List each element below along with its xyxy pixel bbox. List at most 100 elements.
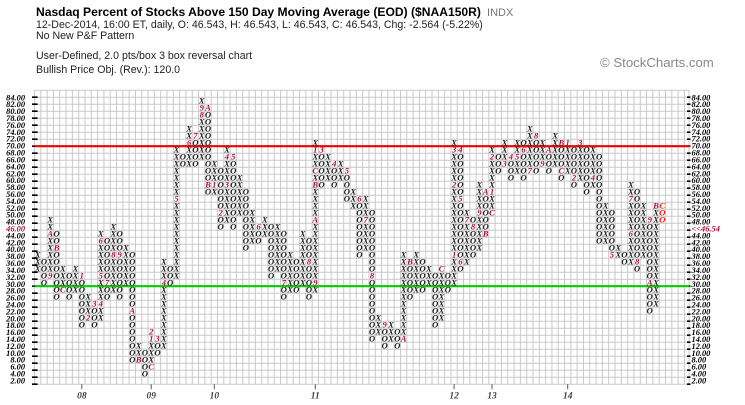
svg-text:O: O xyxy=(407,263,413,273)
svg-text:X: X xyxy=(110,228,117,238)
svg-text:X: X xyxy=(236,200,243,210)
svg-text:62.00: 62.00 xyxy=(6,169,26,178)
svg-text:C: C xyxy=(60,284,66,294)
svg-text:X: X xyxy=(652,214,659,224)
svg-text:X: X xyxy=(34,256,41,266)
svg-text:09: 09 xyxy=(146,392,156,402)
svg-text:14.00: 14.00 xyxy=(692,335,712,344)
svg-text:O: O xyxy=(382,333,388,343)
svg-text:O: O xyxy=(634,186,640,196)
svg-text:O: O xyxy=(432,305,438,315)
svg-text:X: X xyxy=(274,221,281,231)
svg-text:X: X xyxy=(173,165,180,175)
svg-text:X: X xyxy=(400,319,407,329)
svg-text:82.00: 82.00 xyxy=(6,100,26,109)
svg-text:O: O xyxy=(54,263,60,273)
svg-text:O: O xyxy=(243,242,249,252)
svg-text:B: B xyxy=(558,137,565,147)
svg-text:3: 3 xyxy=(224,179,230,189)
svg-text:X: X xyxy=(450,228,457,238)
svg-text:O: O xyxy=(571,151,577,161)
svg-text:O: O xyxy=(218,193,224,203)
svg-text:X: X xyxy=(97,256,104,266)
svg-text:X: X xyxy=(274,228,281,238)
svg-text:X: X xyxy=(576,144,583,154)
svg-text:X: X xyxy=(450,193,457,203)
svg-text:O: O xyxy=(117,242,123,252)
svg-text:O: O xyxy=(356,249,362,259)
svg-text:O: O xyxy=(205,109,211,119)
svg-text:7: 7 xyxy=(282,277,287,287)
svg-text:O: O xyxy=(457,263,463,273)
svg-text:O: O xyxy=(457,172,463,182)
svg-text:14: 14 xyxy=(563,392,573,402)
svg-text:O: O xyxy=(230,165,236,175)
svg-text:1: 1 xyxy=(212,179,216,189)
svg-text:B: B xyxy=(135,354,142,364)
svg-text:X: X xyxy=(614,249,621,259)
svg-text:O: O xyxy=(457,214,463,224)
svg-text:O: O xyxy=(66,284,72,294)
svg-text:X: X xyxy=(488,165,495,175)
svg-text:X: X xyxy=(400,298,407,308)
svg-text:O: O xyxy=(533,137,539,147)
svg-text:X: X xyxy=(210,158,217,168)
svg-text:O: O xyxy=(117,263,123,273)
svg-text:O: O xyxy=(41,263,47,273)
svg-text:O: O xyxy=(66,270,72,280)
svg-text:O: O xyxy=(356,235,362,245)
svg-text:O: O xyxy=(79,284,85,294)
svg-text:O: O xyxy=(104,270,110,280)
svg-text:2: 2 xyxy=(571,172,577,182)
svg-text:X: X xyxy=(97,242,104,252)
svg-text:X: X xyxy=(122,263,129,273)
svg-text:O: O xyxy=(634,214,640,224)
svg-text:X: X xyxy=(34,249,41,259)
svg-text:O: O xyxy=(104,284,110,294)
svg-text:X: X xyxy=(223,144,230,154)
svg-text:O: O xyxy=(230,193,236,203)
svg-text:O: O xyxy=(596,214,602,224)
svg-text:X: X xyxy=(173,207,180,217)
svg-text:X: X xyxy=(311,228,318,238)
svg-text:84.00: 84.00 xyxy=(6,93,26,102)
svg-text:O: O xyxy=(584,172,590,182)
svg-text:O: O xyxy=(54,228,60,238)
svg-text:O: O xyxy=(596,228,602,238)
svg-text:O: O xyxy=(445,284,451,294)
svg-text:X: X xyxy=(160,305,167,315)
svg-text:O: O xyxy=(647,221,653,231)
svg-text:A: A xyxy=(400,333,407,343)
svg-text:B: B xyxy=(652,200,659,210)
svg-text:X: X xyxy=(640,228,647,238)
svg-text:O: O xyxy=(356,200,362,210)
svg-text:7: 7 xyxy=(364,214,369,224)
svg-text:O: O xyxy=(306,270,312,280)
svg-text:O: O xyxy=(609,221,615,231)
svg-text:O: O xyxy=(54,235,60,245)
svg-text:52.00: 52.00 xyxy=(6,204,26,213)
svg-text:6: 6 xyxy=(458,256,463,266)
svg-text:O: O xyxy=(129,284,135,294)
svg-text:X: X xyxy=(602,214,609,224)
svg-text:X: X xyxy=(614,242,621,252)
svg-text:O: O xyxy=(596,193,602,203)
svg-text:O: O xyxy=(457,158,463,168)
svg-text:7: 7 xyxy=(528,165,533,175)
svg-text:80.00: 80.00 xyxy=(6,107,26,116)
svg-text:6.00: 6.00 xyxy=(692,363,707,372)
svg-text:O: O xyxy=(369,214,375,224)
svg-text:78.00: 78.00 xyxy=(692,114,712,123)
svg-text:X: X xyxy=(110,235,117,245)
svg-text:O: O xyxy=(394,340,400,350)
svg-text:O: O xyxy=(520,165,526,175)
svg-text:O: O xyxy=(369,305,375,315)
svg-text:2.00: 2.00 xyxy=(9,376,25,385)
svg-text:O: O xyxy=(596,179,602,189)
svg-text:X: X xyxy=(324,158,331,168)
svg-text:X: X xyxy=(450,242,457,252)
svg-text:X: X xyxy=(72,284,79,294)
svg-text:X: X xyxy=(400,263,407,273)
svg-text:O: O xyxy=(205,137,211,147)
svg-text:O: O xyxy=(584,158,590,168)
